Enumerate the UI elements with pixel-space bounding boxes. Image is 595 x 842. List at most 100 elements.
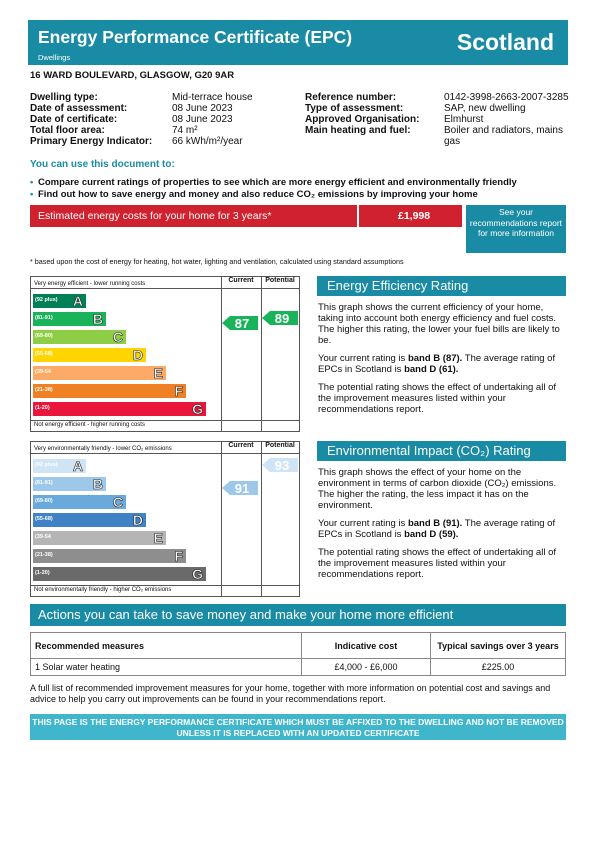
detail-label: Reference number: bbox=[305, 92, 397, 103]
see-recommendations-box: See your recommendations report for more… bbox=[466, 205, 566, 253]
graph-top-text: Very energy efficient - lower running co… bbox=[34, 281, 146, 287]
paragraph: Your current rating is band B (87). The … bbox=[318, 353, 556, 375]
table-cell: 1 Solar water heating bbox=[30, 658, 302, 676]
rating-band-c: (69-80) C bbox=[33, 329, 126, 346]
detail-label: Date of certificate: bbox=[30, 114, 118, 125]
rating-band-e: (39-54 E bbox=[33, 365, 166, 382]
rating-band-d: (55-68) D bbox=[33, 512, 146, 528]
environmental-impact-text: This graph shows the effect of your home… bbox=[318, 467, 566, 580]
band-range: (81-91) bbox=[35, 315, 53, 321]
potential-rating: 89 bbox=[262, 311, 298, 325]
property-address: 16 WARD BOULEVARD, GLASGOW, G20 9AR bbox=[30, 70, 235, 81]
band-range: (92 plus) bbox=[35, 297, 58, 303]
band-letter: D bbox=[132, 347, 144, 364]
band-letter: A bbox=[72, 293, 84, 310]
column-header: Typical savings over 3 years bbox=[430, 632, 566, 659]
page-title: Energy Performance Certificate (EPC) bbox=[38, 27, 353, 47]
detail-label: Date of assessment: bbox=[30, 103, 128, 114]
paragraph: Your current rating is band B (91). The … bbox=[318, 518, 556, 540]
band-range: (1-20) bbox=[35, 405, 50, 411]
potential-rating: 93 bbox=[262, 458, 298, 472]
graph-divider bbox=[31, 585, 299, 586]
detail-value: Mid-terrace house bbox=[172, 92, 253, 103]
detail-label: Main heating and fuel: bbox=[305, 125, 411, 136]
band-range: (21-38) bbox=[35, 387, 53, 393]
graph-divider bbox=[31, 453, 299, 454]
table-cell: £225.00 bbox=[430, 658, 566, 676]
rating-band-g: (1-20) G bbox=[33, 401, 206, 418]
page-subtitle: Dwellings bbox=[38, 53, 71, 62]
band-letter: C bbox=[112, 329, 124, 346]
rating-band-a: (92 plus) A bbox=[33, 293, 86, 310]
graph-divider bbox=[261, 442, 262, 596]
paragraph: This graph shows the effect of your home… bbox=[318, 467, 557, 511]
use-heading: You can use this document to: bbox=[30, 159, 175, 170]
bullet-item: • Find out how to save energy and money a… bbox=[30, 189, 478, 200]
band-range: (39-54 bbox=[35, 534, 51, 540]
detail-label: Dwelling type: bbox=[30, 92, 98, 103]
table-header-row: Recommended measures Indicative cost Typ… bbox=[30, 632, 566, 659]
recommendations-table: Recommended measures Indicative cost Typ… bbox=[30, 632, 566, 676]
country-label: Scotland bbox=[456, 29, 554, 55]
band-range: (1-20) bbox=[35, 570, 50, 576]
bullet-item: • Compare current ratings of properties t… bbox=[30, 177, 517, 188]
band-range: (69-80) bbox=[35, 498, 53, 504]
energy-efficiency-text: This graph shows the current efficiency … bbox=[318, 302, 566, 415]
estimated-cost-bar: Estimated energy costs for your home for… bbox=[30, 205, 462, 227]
energy-efficiency-graph: Current Potential Very energy efficient - … bbox=[30, 276, 300, 432]
band-letter: F bbox=[174, 548, 183, 565]
detail-value: Elmhurst bbox=[444, 114, 484, 125]
band-range: (55-68) bbox=[35, 516, 53, 522]
column-header-current: Current bbox=[228, 277, 254, 284]
band-letter: C bbox=[112, 494, 124, 511]
band-letter: E bbox=[153, 365, 163, 382]
rating-band-a: (92 plus) A bbox=[33, 458, 86, 474]
band-range: (39-54 bbox=[35, 369, 51, 375]
graph-divider bbox=[221, 277, 222, 431]
detail-value: SAP, new dwelling bbox=[444, 103, 526, 114]
graph-top-text: Very environmentally friendly - lower CO… bbox=[34, 446, 172, 452]
rating-band-c: (69-80) C bbox=[33, 494, 126, 511]
column-header-potential: Potential bbox=[265, 277, 295, 284]
cost-value: £1,998 bbox=[398, 210, 431, 222]
cost-footnote: * based upon the cost of energy for heat… bbox=[30, 257, 404, 266]
paragraph: This graph shows the current efficiency … bbox=[318, 302, 560, 346]
detail-label: Type of assessment: bbox=[305, 103, 404, 114]
detail-value: 0142-3998-2663-2007-3285 bbox=[444, 92, 569, 103]
environmental-impact-heading: Environmental Impact (CO₂) Rating bbox=[317, 441, 566, 461]
rating-band-d: (55-68) D bbox=[33, 347, 146, 364]
graph-bottom-text: Not environmentally friendly - higher CO… bbox=[34, 587, 172, 593]
cost-label: Estimated energy costs for your home for… bbox=[38, 210, 272, 222]
band-letter: G bbox=[192, 401, 203, 418]
detail-value: 08 June 2023 bbox=[172, 114, 233, 125]
current-rating: 91 bbox=[222, 481, 258, 495]
full-list-note: A full list of recommended improvement m… bbox=[30, 683, 551, 704]
band-range: (81-91) bbox=[35, 480, 53, 486]
band-letter: B bbox=[92, 476, 104, 493]
details-left: Dwelling type: Mid-terrace house Date of … bbox=[30, 92, 300, 147]
current-rating: 87 bbox=[222, 316, 258, 330]
graph-divider bbox=[31, 288, 299, 289]
detail-value: 74 m² bbox=[172, 125, 198, 136]
details-right: Reference number: 0142-3998-2663-2007-328… bbox=[305, 92, 570, 147]
epc-header: Energy Performance Certificate (EPC) Dwe… bbox=[28, 20, 568, 65]
rating-band-f: (21-38) F bbox=[33, 548, 186, 565]
environmental-impact-graph: Current Potential Very environmentally fri… bbox=[30, 441, 300, 597]
rating-band-b: (81-91) B bbox=[33, 476, 106, 493]
column-header: Recommended measures bbox=[30, 632, 302, 659]
rating-band-b: (81-91) B bbox=[33, 311, 106, 327]
actions-heading: Actions you can take to save money and m… bbox=[30, 604, 566, 626]
detail-value: 08 June 2023 bbox=[172, 103, 233, 114]
graph-divider bbox=[261, 277, 262, 431]
rating-band-e: (39-54 E bbox=[33, 530, 166, 546]
table-row: 1 Solar water heating £4,000 - £6,000 £2… bbox=[30, 658, 566, 676]
band-range: (55-68) bbox=[35, 351, 53, 357]
band-range: (21-38) bbox=[35, 552, 53, 558]
graph-divider bbox=[221, 442, 222, 596]
detail-label: Total floor area: bbox=[30, 125, 105, 136]
column-header-current: Current bbox=[228, 442, 254, 449]
detail-value: gas bbox=[444, 136, 461, 147]
graph-divider bbox=[31, 420, 299, 421]
detail-label: Primary Energy Indicator: bbox=[30, 136, 153, 147]
column-header-potential: Potential bbox=[265, 442, 295, 449]
